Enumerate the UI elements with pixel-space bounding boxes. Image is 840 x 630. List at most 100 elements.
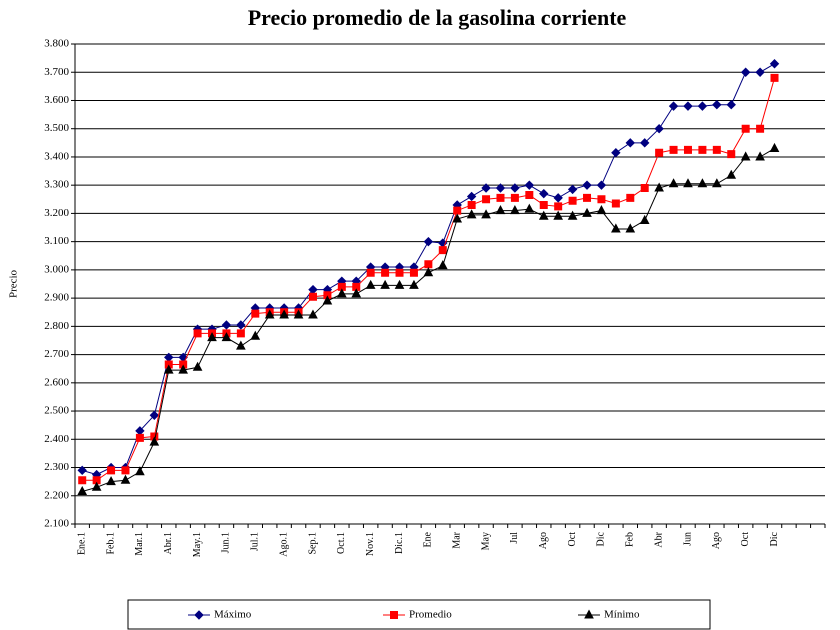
marker bbox=[626, 193, 635, 202]
marker bbox=[495, 183, 506, 193]
marker bbox=[755, 151, 765, 161]
x-tick-label: Ago.1 bbox=[278, 532, 289, 557]
marker bbox=[553, 210, 564, 220]
marker bbox=[654, 182, 664, 192]
y-tick-label: 3.400 bbox=[44, 150, 69, 162]
y-tick-label: 3.800 bbox=[44, 38, 69, 50]
marker bbox=[149, 436, 160, 446]
marker bbox=[727, 150, 736, 159]
marker bbox=[495, 205, 506, 215]
marker bbox=[756, 124, 765, 133]
x-tick-label: Ago bbox=[711, 532, 722, 549]
x-tick-label: May.1 bbox=[192, 532, 203, 557]
marker bbox=[207, 332, 217, 342]
x-tick-label: Jun.1 bbox=[221, 532, 232, 553]
y-tick-label: 2.400 bbox=[44, 433, 69, 445]
marker bbox=[409, 268, 418, 277]
marker bbox=[711, 178, 722, 188]
marker bbox=[596, 205, 607, 215]
marker bbox=[539, 188, 549, 199]
marker bbox=[453, 206, 462, 215]
marker bbox=[193, 329, 202, 338]
marker bbox=[740, 151, 751, 161]
marker bbox=[668, 101, 679, 111]
marker bbox=[251, 309, 260, 318]
marker bbox=[611, 223, 621, 233]
marker bbox=[322, 295, 333, 305]
marker bbox=[567, 210, 578, 220]
marker bbox=[466, 209, 477, 219]
marker bbox=[395, 268, 404, 277]
marker bbox=[409, 279, 419, 289]
marker bbox=[452, 213, 463, 223]
marker bbox=[366, 268, 375, 277]
x-tick-label: Abr.1 bbox=[163, 532, 174, 555]
marker bbox=[654, 123, 664, 134]
marker bbox=[625, 223, 636, 233]
y-tick-label: 3.500 bbox=[44, 122, 69, 134]
marker bbox=[481, 209, 491, 219]
marker bbox=[438, 246, 447, 255]
marker bbox=[279, 309, 289, 319]
marker bbox=[510, 193, 519, 202]
x-tick-label: Jul.1 bbox=[250, 532, 261, 551]
marker bbox=[221, 332, 232, 342]
marker bbox=[582, 180, 592, 190]
marker bbox=[135, 433, 144, 442]
y-tick-label: 3.700 bbox=[44, 66, 69, 78]
marker bbox=[424, 260, 433, 269]
marker bbox=[135, 466, 145, 476]
chart-title: Precio promedio de la gasolina corriente bbox=[248, 5, 627, 30]
marker bbox=[390, 611, 398, 619]
marker bbox=[683, 145, 692, 154]
marker bbox=[120, 474, 131, 484]
marker bbox=[769, 59, 780, 69]
marker bbox=[510, 183, 520, 193]
marker bbox=[669, 145, 678, 154]
marker bbox=[437, 260, 448, 270]
y-tick-label: 2.100 bbox=[44, 518, 69, 530]
marker bbox=[683, 178, 693, 188]
marker bbox=[583, 193, 592, 202]
marker bbox=[236, 329, 245, 338]
marker bbox=[106, 476, 116, 486]
legend-label: Mínimo bbox=[604, 609, 640, 621]
marker bbox=[769, 142, 780, 152]
marker bbox=[380, 279, 390, 289]
marker bbox=[337, 282, 346, 291]
x-tick-label: May bbox=[480, 532, 491, 550]
x-tick-label: Oct.1 bbox=[336, 532, 347, 554]
marker bbox=[726, 99, 736, 110]
marker bbox=[640, 138, 650, 148]
marker bbox=[236, 320, 246, 330]
legend-label: Máximo bbox=[214, 609, 252, 621]
marker bbox=[510, 205, 520, 215]
y-tick-label: 2.800 bbox=[44, 320, 69, 332]
y-tick-label: 2.200 bbox=[44, 489, 69, 501]
legend-box bbox=[127, 599, 711, 630]
x-tick-label: Mar.1 bbox=[134, 532, 145, 556]
x-tick-label: Feb bbox=[625, 532, 636, 547]
marker bbox=[264, 309, 275, 319]
marker bbox=[149, 410, 160, 421]
marker bbox=[698, 145, 707, 154]
y-tick-label: 3.200 bbox=[44, 207, 69, 219]
marker bbox=[596, 180, 607, 190]
marker bbox=[611, 199, 620, 208]
y-tick-label: 3.100 bbox=[44, 235, 69, 247]
x-tick-label: Sep.1 bbox=[307, 532, 318, 555]
marker bbox=[639, 214, 650, 224]
y-axis-title: Precio bbox=[8, 269, 20, 298]
marker bbox=[524, 203, 535, 213]
marker bbox=[640, 184, 649, 192]
marker bbox=[611, 147, 621, 158]
marker bbox=[755, 67, 765, 77]
marker bbox=[625, 138, 635, 148]
marker bbox=[423, 267, 434, 277]
marker bbox=[107, 466, 116, 475]
marker bbox=[712, 145, 721, 154]
marker bbox=[293, 309, 304, 319]
marker bbox=[525, 191, 534, 200]
x-tick-label: Oct bbox=[567, 532, 578, 547]
x-tick-label: Dic bbox=[596, 531, 607, 546]
